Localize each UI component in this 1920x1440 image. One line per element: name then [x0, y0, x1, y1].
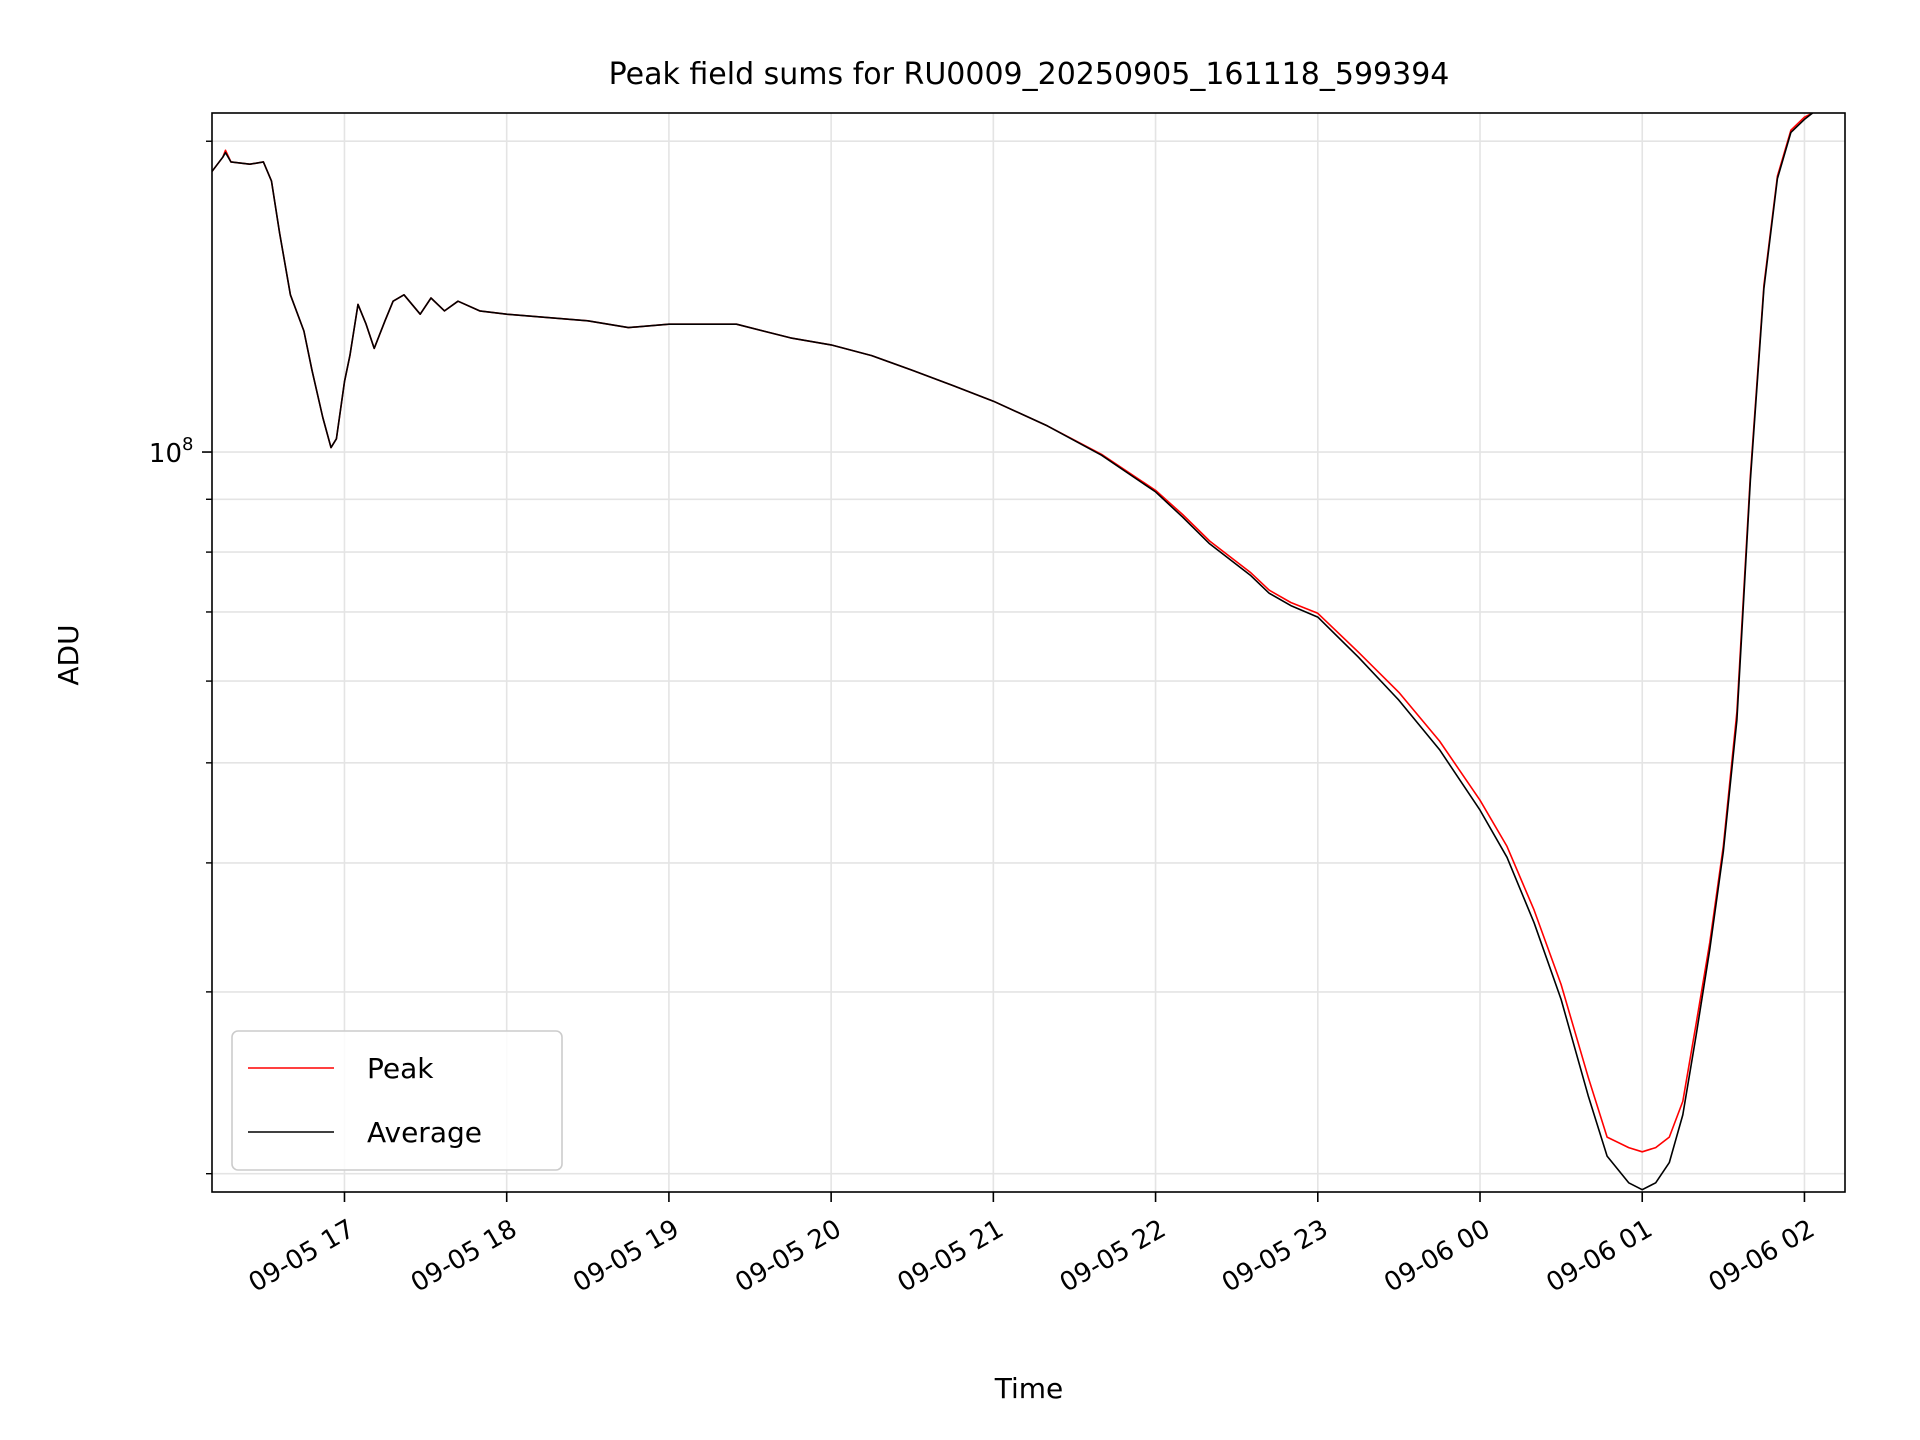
series-group — [212, 113, 1814, 1191]
legend: Peak Average — [231, 1030, 563, 1171]
grid — [212, 113, 1845, 1192]
y-tick-label: 10 — [149, 439, 182, 469]
y-tick-label-base: 10 — [149, 439, 182, 469]
y-tick-label-exponent: 8 — [182, 434, 193, 455]
legend-label-peak: Peak — [367, 1052, 434, 1085]
plot-area-frame — [211, 112, 1846, 1193]
x-axis-label: Time — [994, 1372, 1064, 1405]
legend-box — [231, 1030, 563, 1171]
chart-title: Peak field sums for RU0009_20250905_1611… — [609, 57, 1450, 92]
legend-label-average: Average — [367, 1116, 482, 1149]
y-axis-label: ADU — [52, 624, 85, 685]
series-line-average — [212, 113, 1814, 1191]
